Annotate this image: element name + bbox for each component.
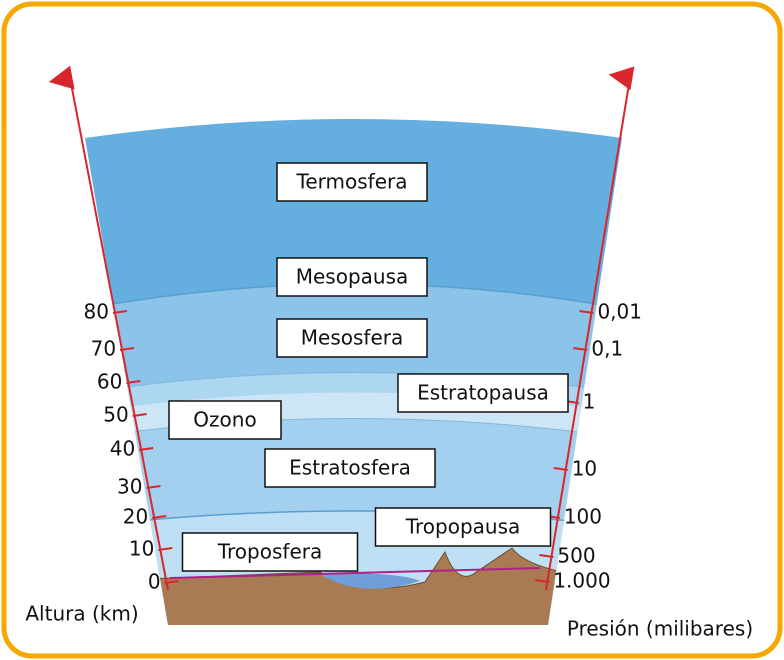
tick-label: 40 xyxy=(110,437,135,461)
layer-label: Termosfera xyxy=(296,170,408,194)
tick-label: 0 xyxy=(148,570,161,594)
layer-label: Troposfera xyxy=(217,540,322,564)
right-axis-label: Presión (milibares) xyxy=(567,617,753,641)
tick-label: 0,01 xyxy=(597,300,642,324)
tick-label: 500 xyxy=(557,544,595,568)
tick-label: 1 xyxy=(583,390,596,414)
tick-label: 20 xyxy=(123,505,148,529)
layer-label: Mesosfera xyxy=(301,326,403,350)
layer-label: Tropopausa xyxy=(405,515,521,539)
tick-label: 10 xyxy=(129,537,154,561)
tick-label: 50 xyxy=(103,403,128,427)
layer-label: Mesopausa xyxy=(296,265,409,289)
tick-label: 10 xyxy=(572,457,597,481)
tick-label: 30 xyxy=(117,475,142,499)
layer-label: Estratosfera xyxy=(289,456,411,480)
tick-label: 70 xyxy=(91,337,116,361)
tick-label: 60 xyxy=(97,370,122,394)
tick-label: 80 xyxy=(84,300,109,324)
tick-label: 1.000 xyxy=(553,569,610,593)
layer-label: Ozono xyxy=(193,408,256,432)
diagram: 807060504030201000,010,11101005001.000 T… xyxy=(0,0,784,660)
left-axis-label: Altura (km) xyxy=(25,602,138,626)
tick-label: 0,1 xyxy=(591,337,623,361)
layer-label: Estratopausa xyxy=(417,381,549,405)
tick-label: 100 xyxy=(564,505,602,529)
